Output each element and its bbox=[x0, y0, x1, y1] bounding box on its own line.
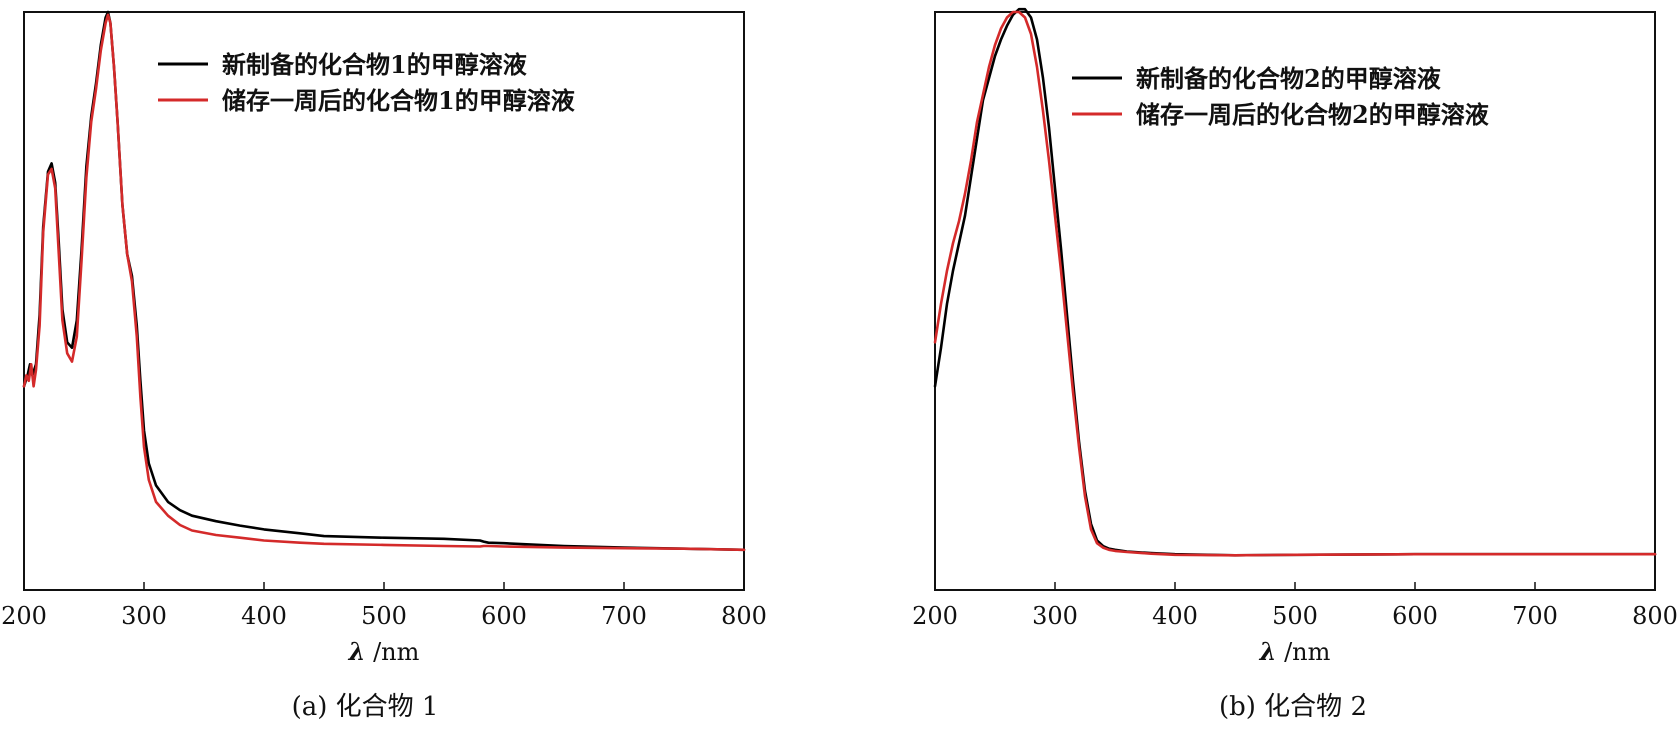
x-axis-symbol-b: λ bbox=[1259, 637, 1277, 666]
series-line-a-stored bbox=[22, 13, 746, 552]
x-tick-label-a-4: 600 bbox=[481, 602, 527, 630]
series-line-b-stored bbox=[933, 10, 1657, 557]
legend-label-b-stored: 储存一周后的化合物2的甲醇溶液 bbox=[1136, 100, 1489, 129]
x-tick-label-b-3: 500 bbox=[1272, 602, 1318, 630]
x-tick-label-b-4: 600 bbox=[1392, 602, 1438, 630]
plot-frame-b bbox=[934, 11, 1656, 591]
x-tick-label-b-6: 800 bbox=[1632, 602, 1678, 630]
x-ticks-b: 200 300 400 500 600 700 800 bbox=[912, 582, 1678, 630]
x-axis-unit-b: /nm bbox=[1276, 638, 1330, 666]
x-axis-label-a: λ /nm bbox=[348, 637, 420, 666]
x-tick-label-a-0: 200 bbox=[1, 602, 47, 630]
series-group-a bbox=[22, 10, 746, 552]
x-tick-label-a-3: 500 bbox=[361, 602, 407, 630]
x-tick-label-a-6: 800 bbox=[721, 602, 767, 630]
chart-panel-b: 200 300 400 500 600 700 800 新制备的化合物2的甲醇溶液储存一周后… bbox=[912, 7, 1678, 722]
legend-label-b-fresh: 新制备的化合物2的甲醇溶液 bbox=[1136, 64, 1441, 93]
x-axis-label-b: λ /nm bbox=[1259, 637, 1331, 666]
chart-panel-a: 200 300 400 500 600 700 800 新制备的化合物1的甲醇溶液储存一周后… bbox=[1, 10, 767, 722]
x-tick-label-a-1: 300 bbox=[121, 602, 167, 630]
x-tick-label-b-1: 300 bbox=[1032, 602, 1078, 630]
x-tick-label-a-2: 400 bbox=[241, 602, 287, 630]
x-tick-label-a-5: 700 bbox=[601, 602, 647, 630]
x-axis-unit-a: /nm bbox=[365, 638, 419, 666]
x-ticks-a: 200 300 400 500 600 700 800 bbox=[1, 582, 767, 630]
x-axis-symbol-a: λ bbox=[348, 637, 366, 666]
caption-a: (a) 化合物 1 bbox=[292, 692, 439, 722]
caption-b: (b) 化合物 2 bbox=[1219, 692, 1367, 722]
series-group-b bbox=[933, 7, 1657, 557]
x-tick-label-b-5: 700 bbox=[1512, 602, 1558, 630]
legend-label-a-fresh: 新制备的化合物1的甲醇溶液 bbox=[222, 50, 527, 79]
legend-label-a-stored: 储存一周后的化合物1的甲醇溶液 bbox=[222, 86, 575, 115]
x-tick-label-b-0: 200 bbox=[912, 602, 958, 630]
x-tick-label-b-2: 400 bbox=[1152, 602, 1198, 630]
